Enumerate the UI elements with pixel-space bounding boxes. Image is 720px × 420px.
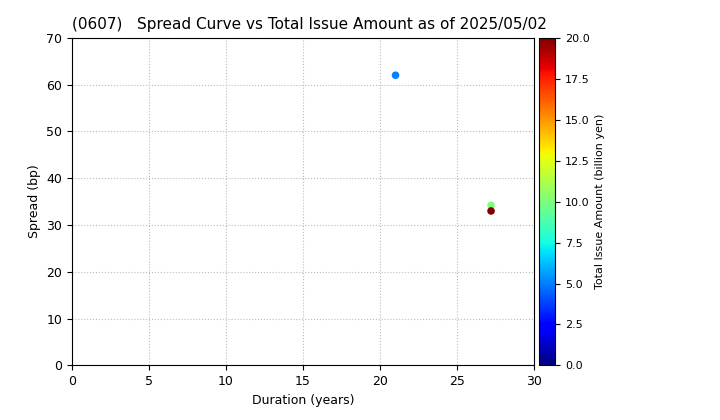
Y-axis label: Spread (bp): Spread (bp) — [28, 165, 41, 239]
X-axis label: Duration (years): Duration (years) — [252, 394, 354, 407]
Point — [485, 202, 497, 209]
Point — [390, 72, 401, 79]
Y-axis label: Total Issue Amount (billion yen): Total Issue Amount (billion yen) — [595, 114, 606, 289]
Point — [485, 207, 497, 214]
Text: (0607)   Spread Curve vs Total Issue Amount as of 2025/05/02: (0607) Spread Curve vs Total Issue Amoun… — [72, 18, 547, 32]
